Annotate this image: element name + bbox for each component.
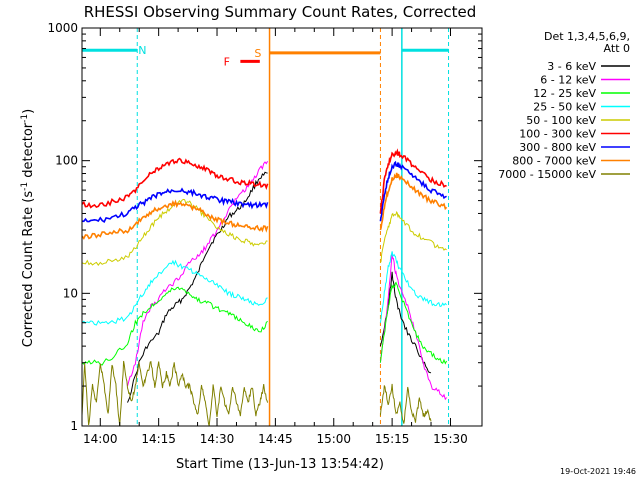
flag-label-S: S [254,47,261,60]
legend-label-0: 3 - 6 keV [547,60,596,73]
flag-label-N: N [138,44,146,57]
series-lines [81,148,448,427]
legend-label-6: 300 - 800 keV [519,141,596,154]
x-tick-label: 14:00 [83,432,118,446]
legend-label-1: 6 - 12 keV [540,74,596,87]
legend-label-4: 50 - 100 keV [526,114,596,127]
series-line-after-6 [379,160,447,222]
x-tick-label: 15:30 [433,432,468,446]
x-axis-ticks: 14:00 14:15 14:30 14:45 15:00 15:15 15:30 [83,28,468,446]
series-line-7 [81,199,269,240]
y-axis-ticks: 1 10 100 1000 [47,21,482,433]
series-line-1 [127,160,269,387]
x-tick-label: 14:30 [200,432,235,446]
series-line-after-7 [379,172,448,231]
y-tick-label: 1000 [47,21,78,35]
x-tick-label: 15:00 [316,432,351,446]
y-tick-label: 1 [70,419,78,433]
series-line-after-3 [379,251,447,323]
x-tick-label: 15:15 [375,432,410,446]
legend-label-5: 100 - 300 keV [519,128,596,141]
y-axis-label-sup2: -1 [20,114,30,123]
series-line-after-8 [379,383,432,424]
x-axis-label: Start Time (13-Jun-13 13:54:42) [176,457,384,472]
y-axis-label-mid: detector [21,122,36,182]
series-line-2 [81,286,268,366]
series-line-after-1 [379,251,447,401]
y-axis-label: Corrected Count Rate (s-1 detector-1) [20,109,36,347]
series-line-6 [81,187,269,223]
legend-header-line2: Att 0 [604,42,630,55]
y-axis-label-main: Corrected Count Rate (s [21,191,36,348]
legend-label-8: 7000 - 15000 keV [498,168,596,181]
series-line-after-0 [379,271,432,374]
legend-label-2: 12 - 25 keV [533,87,596,100]
x-tick-label: 14:15 [141,432,176,446]
legend-label-3: 25 - 50 keV [533,101,596,114]
legend-header-line1: Det 1,3,4,5,6,9, [544,30,630,43]
y-axis-label-sup1: -1 [20,182,30,191]
series-line-4 [81,198,268,266]
series-line-after-5 [379,148,447,214]
series-line-after-2 [379,281,448,365]
series-line-after-4 [379,210,447,264]
y-tick-label: 10 [63,286,78,300]
legend-label-7: 800 - 7000 keV [512,155,596,168]
series-line-8 [81,360,269,427]
render-timestamp: 19-Oct-2021 19:46 [560,467,636,476]
flag-bars: N SF [82,28,450,426]
series-line-3 [81,259,268,326]
series-line-0 [127,171,268,403]
x-tick-label: 14:45 [258,432,293,446]
y-axis-label-end: ) [21,109,36,114]
chart-title: RHESSI Observing Summary Count Rates, Co… [84,3,477,21]
series-line-5 [81,157,269,209]
flag-label-F: F [224,55,230,68]
y-tick-label: 100 [55,154,78,168]
plot-frame [81,27,483,427]
